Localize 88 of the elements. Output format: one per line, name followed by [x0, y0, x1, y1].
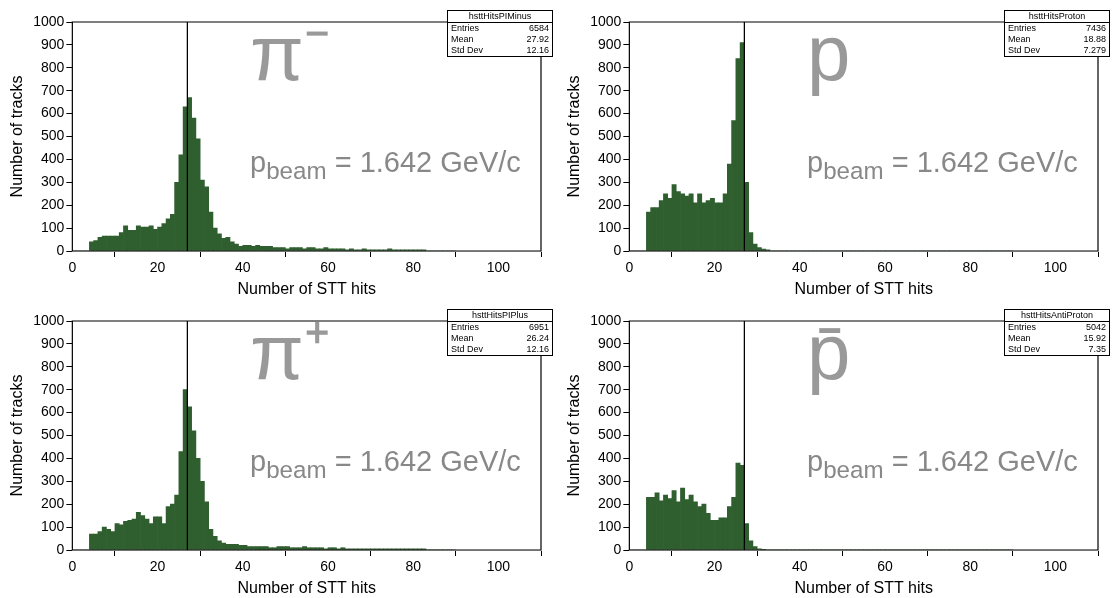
- x-axis-title: Number of STT hits: [794, 578, 933, 596]
- y-tick-label: 100: [597, 218, 622, 235]
- annotation: p$_{beam}$ = 1.642 GeV/c: [250, 146, 521, 184]
- y-tick-label: 200: [40, 495, 65, 512]
- y-tick-label: 100: [40, 517, 65, 534]
- x-axis-title: Number of STT hits: [794, 279, 933, 297]
- y-tick-label: 500: [597, 426, 622, 443]
- y-axis-title: Number of tracks: [565, 75, 583, 198]
- y-tick-label: 500: [40, 127, 65, 144]
- stats-box: hsttHitsPIPlus Entries 6951 Mean 26.24 Std Dev 12.16: [447, 309, 553, 356]
- annotation: p$_{beam}$ = 1.642 GeV/c: [807, 445, 1078, 483]
- x-tick-label: 100: [1043, 259, 1068, 276]
- y-tick-label: 200: [597, 196, 622, 213]
- y-tick-label: 500: [597, 127, 622, 144]
- y-tick-label: 900: [597, 334, 622, 351]
- y-tick-label: 700: [597, 380, 622, 397]
- x-tick-label: 40: [234, 259, 251, 276]
- x-tick-label: 80: [405, 259, 422, 276]
- y-tick-label: 0: [56, 241, 65, 258]
- x-tick-label: 0: [68, 259, 77, 276]
- x-tick-label: 20: [706, 259, 723, 276]
- x-tick-label: 0: [68, 558, 77, 575]
- x-tick-label: 20: [149, 259, 166, 276]
- y-tick-label: 600: [597, 104, 622, 121]
- x-tick-label: 40: [791, 558, 808, 575]
- x-tick-label: 100: [1043, 558, 1068, 575]
- y-tick-label: 0: [56, 540, 65, 557]
- annotation: p$_{beam}$ = 1.642 GeV/c: [807, 146, 1078, 184]
- x-tick-label: 0: [625, 259, 634, 276]
- y-tick-label: 600: [40, 104, 65, 121]
- y-tick-label: 600: [597, 403, 622, 420]
- y-axis-title: Number of tracks: [565, 374, 583, 497]
- y-tick-label: 200: [597, 495, 622, 512]
- y-tick-label: 800: [40, 58, 65, 75]
- x-tick-label: 100: [486, 259, 511, 276]
- stats-box: hsttHitsProton Entries 7436 Mean 18.88 Std Dev 7.279: [1004, 10, 1110, 57]
- y-tick-label: 300: [40, 472, 65, 489]
- y-tick-label: 0: [613, 540, 622, 557]
- y-tick-label: 900: [40, 35, 65, 52]
- annotation: p$_{beam}$ = 1.642 GeV/c: [250, 445, 521, 483]
- y-tick-label: 700: [597, 81, 622, 98]
- x-tick-label: 80: [962, 558, 979, 575]
- y-tick-label: 200: [40, 196, 65, 213]
- x-tick-label: 20: [706, 558, 723, 575]
- y-tick-label: 300: [597, 173, 622, 190]
- x-tick-label: 60: [320, 558, 336, 575]
- x-tick-label: 40: [234, 558, 251, 575]
- y-tick-label: 800: [40, 357, 65, 374]
- x-tick-label: 80: [405, 558, 422, 575]
- y-axis-title: Number of tracks: [8, 374, 26, 497]
- y-tick-label: 300: [597, 472, 622, 489]
- x-tick-label: 40: [791, 259, 808, 276]
- y-tick-label: 1000: [33, 12, 65, 29]
- y-tick-label: 700: [40, 380, 65, 397]
- annotation: π⁻: [250, 9, 330, 97]
- x-tick-label: 20: [149, 558, 166, 575]
- y-tick-label: 900: [597, 35, 622, 52]
- y-tick-label: 300: [40, 173, 65, 190]
- stats-box: hsttHitsAntiProton Entries 5042 Mean 15.92 Std Dev 7.35: [1004, 309, 1110, 356]
- annotation: p̄: [807, 308, 851, 396]
- y-tick-label: 1000: [590, 12, 622, 29]
- annotation: π⁺: [250, 308, 330, 396]
- y-tick-label: 0: [613, 241, 622, 258]
- y-tick-label: 100: [597, 517, 622, 534]
- x-tick-label: 60: [877, 558, 893, 575]
- y-tick-label: 1000: [33, 311, 65, 328]
- stats-box: hsttHitsPIMinus Entries 6584 Mean 27.92 Std Dev 12.16: [447, 10, 553, 57]
- y-tick-label: 600: [40, 403, 65, 420]
- x-tick-label: 0: [625, 558, 634, 575]
- x-tick-label: 80: [962, 259, 979, 276]
- y-tick-label: 400: [597, 449, 622, 466]
- y-tick-label: 400: [597, 150, 622, 167]
- y-tick-label: 400: [40, 150, 65, 167]
- y-tick-label: 100: [40, 218, 65, 235]
- x-tick-label: 60: [320, 259, 336, 276]
- y-tick-label: 800: [597, 58, 622, 75]
- annotation: p: [807, 9, 851, 97]
- x-tick-label: 60: [877, 259, 893, 276]
- y-tick-label: 700: [40, 81, 65, 98]
- x-axis-title: Number of STT hits: [237, 279, 376, 297]
- y-tick-label: 800: [597, 357, 622, 374]
- y-tick-label: 400: [40, 449, 65, 466]
- y-tick-label: 500: [40, 426, 65, 443]
- y-tick-label: 1000: [590, 311, 622, 328]
- x-axis-title: Number of STT hits: [237, 578, 376, 596]
- y-axis-title: Number of tracks: [8, 75, 26, 198]
- x-tick-label: 100: [486, 558, 511, 575]
- y-tick-label: 900: [40, 334, 65, 351]
